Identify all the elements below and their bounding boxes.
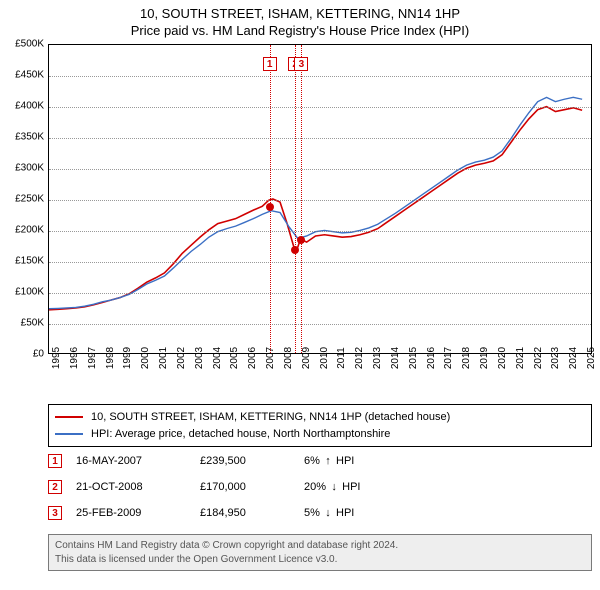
sales-row: 1 16-MAY-2007 £239,500 6% ↑ HPI <box>48 448 592 474</box>
sale-marker-line <box>295 45 296 353</box>
title-address: 10, SOUTH STREET, ISHAM, KETTERING, NN14… <box>0 6 600 23</box>
legend-swatch <box>55 433 83 435</box>
sales-row-date: 16-MAY-2007 <box>76 455 186 467</box>
legend: 10, SOUTH STREET, ISHAM, KETTERING, NN14… <box>48 404 592 447</box>
sales-row-price: £170,000 <box>200 481 290 493</box>
x-tick-label: 2004 <box>212 347 223 369</box>
plot-area: 123 <box>48 44 592 354</box>
sale-marker-line <box>301 45 302 353</box>
x-tick-label: 2015 <box>408 347 419 369</box>
x-tick-label: 2021 <box>515 347 526 369</box>
legend-row: HPI: Average price, detached house, Nort… <box>55 426 585 443</box>
x-tick-label: 2022 <box>533 347 544 369</box>
x-tick-label: 2024 <box>568 347 579 369</box>
x-tick-label: 2003 <box>194 347 205 369</box>
sales-row-number: 2 <box>48 480 62 494</box>
y-tick-label: £300K <box>2 163 44 174</box>
x-tick-label: 2017 <box>443 347 454 369</box>
legend-label: HPI: Average price, detached house, Nort… <box>91 426 390 443</box>
arrow-up-icon: ↑ <box>323 455 333 467</box>
x-tick-label: 2016 <box>426 347 437 369</box>
sales-row: 2 21-OCT-2008 £170,000 20% ↓ HPI <box>48 474 592 500</box>
x-tick-label: 1997 <box>87 347 98 369</box>
x-tick-label: 2020 <box>497 347 508 369</box>
x-tick-label: 2001 <box>158 347 169 369</box>
gridline <box>49 76 591 77</box>
x-tick-label: 1999 <box>122 347 133 369</box>
sales-row-price: £184,950 <box>200 507 290 519</box>
x-tick-label: 2019 <box>479 347 490 369</box>
sales-row-pct: 20% ↓ HPI <box>304 481 484 493</box>
gridline <box>49 200 591 201</box>
sales-row-pct: 5% ↓ HPI <box>304 507 484 519</box>
y-tick-label: £0 <box>2 349 44 360</box>
title-subtitle: Price paid vs. HM Land Registry's House … <box>0 23 600 40</box>
gridline <box>49 262 591 263</box>
y-tick-label: £150K <box>2 256 44 267</box>
x-tick-label: 1995 <box>51 347 62 369</box>
title-block: 10, SOUTH STREET, ISHAM, KETTERING, NN14… <box>0 0 600 40</box>
y-tick-label: £400K <box>2 101 44 112</box>
sales-row-number: 1 <box>48 454 62 468</box>
footer-line: Contains HM Land Registry data © Crown c… <box>55 539 585 553</box>
series-hpi <box>49 97 582 308</box>
x-tick-label: 2000 <box>140 347 151 369</box>
legend-row: 10, SOUTH STREET, ISHAM, KETTERING, NN14… <box>55 409 585 426</box>
sales-row-date: 25-FEB-2009 <box>76 507 186 519</box>
sale-marker-box: 1 <box>263 57 277 71</box>
sale-marker-dot <box>291 246 299 254</box>
chart-area: £0 £50K £100K £150K £200K £250K £300K £350K £400… <box>0 44 600 400</box>
gridline <box>49 138 591 139</box>
arrow-down-icon: ↓ <box>329 481 339 493</box>
x-tick-label: 2006 <box>247 347 258 369</box>
x-tick-label: 1998 <box>105 347 116 369</box>
gridline <box>49 293 591 294</box>
x-tick-label: 2025 <box>586 347 597 369</box>
y-tick-label: £100K <box>2 287 44 298</box>
sales-row-price: £239,500 <box>200 455 290 467</box>
footer-attribution: Contains HM Land Registry data © Crown c… <box>48 534 592 571</box>
gridline <box>49 324 591 325</box>
x-tick-label: 2002 <box>176 347 187 369</box>
gridline <box>49 231 591 232</box>
sales-row-date: 21-OCT-2008 <box>76 481 186 493</box>
y-tick-label: £500K <box>2 39 44 50</box>
gridline <box>49 107 591 108</box>
x-tick-label: 2013 <box>372 347 383 369</box>
y-tick-label: £50K <box>2 318 44 329</box>
gridline <box>49 169 591 170</box>
y-tick-label: £350K <box>2 132 44 143</box>
chart-container: 10, SOUTH STREET, ISHAM, KETTERING, NN14… <box>0 0 600 590</box>
legend-swatch <box>55 416 83 418</box>
sales-row-number: 3 <box>48 506 62 520</box>
arrow-down-icon: ↓ <box>323 507 333 519</box>
x-tick-label: 2010 <box>319 347 330 369</box>
x-tick-label: 2018 <box>461 347 472 369</box>
footer-line: This data is licensed under the Open Gov… <box>55 553 585 567</box>
sales-table: 1 16-MAY-2007 £239,500 6% ↑ HPI 2 21-OCT-2008… <box>48 448 592 526</box>
sale-marker-line <box>270 45 271 353</box>
x-tick-label: 2014 <box>390 347 401 369</box>
sales-row: 3 25-FEB-2009 £184,950 5% ↓ HPI <box>48 500 592 526</box>
x-tick-label: 2023 <box>550 347 561 369</box>
x-tick-label: 2008 <box>283 347 294 369</box>
sales-row-pct: 6% ↑ HPI <box>304 455 484 467</box>
y-tick-label: £250K <box>2 194 44 205</box>
x-tick-label: 2012 <box>354 347 365 369</box>
legend-label: 10, SOUTH STREET, ISHAM, KETTERING, NN14… <box>91 409 450 426</box>
sale-marker-dot <box>297 236 305 244</box>
x-tick-label: 2011 <box>336 347 347 369</box>
x-tick-label: 1996 <box>69 347 80 369</box>
sale-marker-dot <box>266 203 274 211</box>
x-tick-label: 2005 <box>229 347 240 369</box>
y-tick-label: £450K <box>2 70 44 81</box>
x-tick-label: 2007 <box>265 347 276 369</box>
chart-svg <box>49 45 591 353</box>
y-tick-label: £200K <box>2 225 44 236</box>
x-tick-label: 2009 <box>301 347 312 369</box>
sale-marker-box: 3 <box>294 57 308 71</box>
